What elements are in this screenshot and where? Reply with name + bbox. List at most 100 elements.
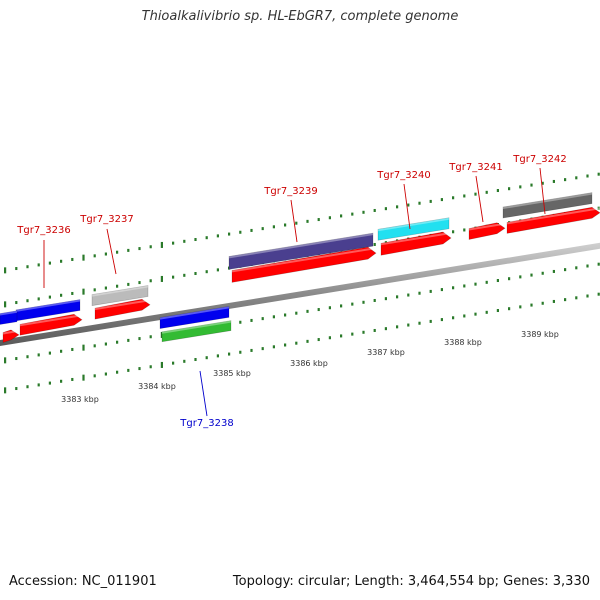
- tick-dot-outer-fwd: [194, 238, 197, 242]
- tick-dot-inner-fwd: [205, 270, 208, 274]
- tick-dot-outer-fwd: [429, 199, 432, 203]
- tick-dot-inner-fwd: [71, 291, 74, 295]
- topology-text: Topology: circular; Length: 3,464,554 bp…: [232, 574, 590, 589]
- tick-dot-outer-fwd: [272, 225, 275, 229]
- tick-dot-outer-rev: [418, 321, 421, 325]
- tick-dot-outer-rev: [205, 356, 208, 360]
- tick-dot-outer-rev: [328, 336, 331, 340]
- tick-dot-outer-fwd: [138, 247, 141, 251]
- tick-dot-inner-rev: [138, 337, 141, 341]
- gene-bar-tgr7-3242-highlight: [503, 192, 592, 210]
- tick-dot-inner-fwd: [194, 272, 197, 276]
- tick-dot-outer-rev: [194, 358, 197, 362]
- tick-dot-outer-rev: [552, 299, 555, 303]
- tick-dot-inner-rev: [149, 335, 152, 339]
- tick-dot-outer-fwd: [485, 190, 488, 194]
- tick-dot-inner-rev: [384, 297, 387, 301]
- tick-dot-outer-rev: [485, 310, 488, 314]
- cds-bar-tgr7-3238: [161, 320, 232, 343]
- tick-dot-inner-fwd: [60, 293, 63, 297]
- tick-dot-outer-rev: [250, 348, 253, 352]
- tick-dot-inner-rev: [373, 298, 376, 302]
- leader-line: [403, 183, 411, 230]
- tick-dot-inner-rev: [541, 271, 544, 275]
- tick-dot-outer-fwd: [351, 212, 354, 216]
- tick-dot-outer-rev: [429, 319, 432, 323]
- backbone-line: [0, 242, 600, 346]
- tick-dot-outer-fwd: [127, 248, 130, 252]
- tick-dot-inner-rev: [272, 315, 275, 319]
- tick-dot-inner-fwd: [116, 284, 119, 288]
- tick-dot-inner-rev: [93, 344, 96, 348]
- tick-dot-outer-rev: [48, 381, 51, 385]
- tick-dot-outer-fwd: [496, 189, 499, 193]
- genome-title: Thioalkalivibrio sp. HL-EbGR7, complete …: [141, 9, 459, 24]
- cds-bar-tgr7-3239: [231, 246, 377, 283]
- tick-dot-outer-rev: [4, 387, 7, 394]
- tick-dot-inner-fwd: [597, 206, 600, 210]
- gene-bar-prev-highlight: [0, 310, 17, 316]
- tick-label: 3387 kbp: [367, 348, 405, 357]
- tick-dot-inner-fwd: [183, 273, 186, 277]
- cds-bar-tgr7-3241-highlight: [469, 222, 505, 231]
- tick-dot-outer-rev: [116, 370, 119, 374]
- tick-dot-outer-rev: [295, 341, 298, 345]
- leader-line: [539, 167, 546, 215]
- tick-dot-outer-rev: [396, 325, 399, 329]
- tick-dot-outer-fwd: [48, 261, 51, 265]
- tick-dot-inner-rev: [261, 317, 264, 321]
- tick-dot-outer-fwd: [116, 250, 119, 254]
- tick-dot-outer-rev: [272, 345, 275, 349]
- tick-dot-outer-fwd: [552, 179, 555, 183]
- gene-label: Tgr7_3239: [263, 186, 317, 197]
- tick-dot-outer-fwd: [228, 232, 231, 236]
- leader-line: [106, 228, 117, 275]
- tick-dot-outer-fwd: [149, 245, 152, 249]
- tick-dot-outer-rev: [463, 314, 466, 318]
- tick-dot-outer-fwd: [216, 234, 219, 238]
- tick-dot-outer-fwd: [418, 201, 421, 205]
- tick-dot-outer-rev: [261, 347, 264, 351]
- tick-dot-outer-fwd: [71, 257, 74, 261]
- tick-dot-inner-fwd: [26, 299, 29, 303]
- tick-dot-outer-rev: [104, 372, 107, 376]
- tick-dot-inner-rev: [396, 295, 399, 299]
- tick-dot-inner-fwd: [104, 286, 107, 290]
- tick-dot-outer-fwd: [452, 196, 455, 200]
- cds-bar-prev-highlight: [3, 329, 19, 335]
- tick-label: 3385 kbp: [213, 369, 251, 378]
- cds-bar-tgr7-3237: [94, 298, 151, 320]
- tick-dot-outer-rev: [127, 368, 130, 372]
- tick-dot-outer-rev: [60, 379, 63, 383]
- genome-backbone: [0, 242, 600, 346]
- tick-dot-outer-fwd: [407, 203, 410, 207]
- tick-dot-outer-rev: [317, 338, 320, 342]
- tick-dot-outer-rev: [71, 377, 74, 381]
- tick-dot-outer-rev: [37, 383, 40, 387]
- tick-dot-outer-fwd: [586, 174, 589, 178]
- cds-bar-tgr7-3242-highlight: [507, 207, 600, 225]
- tick-dot-outer-fwd: [440, 198, 443, 202]
- tick-dot-inner-fwd: [172, 275, 175, 279]
- tick-dot-outer-fwd: [597, 172, 600, 176]
- tick-dot-outer-fwd: [317, 218, 320, 222]
- tick-dot-inner-fwd: [373, 242, 376, 246]
- tick-dot-inner-rev: [306, 309, 309, 313]
- tick-dot-outer-fwd: [160, 241, 163, 248]
- tick-dot-inner-fwd: [37, 297, 40, 301]
- cds-bar-tgr7-3240: [380, 231, 452, 256]
- tick-dot-inner-fwd: [48, 295, 51, 299]
- tick-dot-inner-rev: [250, 318, 253, 322]
- tick-dot-inner-rev: [317, 308, 320, 312]
- tick-dot-inner-fwd: [463, 228, 466, 232]
- tick-dot-outer-fwd: [340, 214, 343, 218]
- tick-dot-outer-fwd: [295, 221, 298, 225]
- tick-dot-outer-fwd: [82, 254, 85, 261]
- tick-dot-inner-rev: [586, 264, 589, 268]
- tick-dot-outer-rev: [172, 361, 175, 365]
- tick-dot-inner-rev: [82, 344, 85, 351]
- tick-dot-outer-rev: [541, 301, 544, 305]
- tick-dot-inner-fwd: [160, 275, 163, 282]
- tick-dot-outer-fwd: [104, 252, 107, 256]
- tick-dot-inner-rev: [116, 340, 119, 344]
